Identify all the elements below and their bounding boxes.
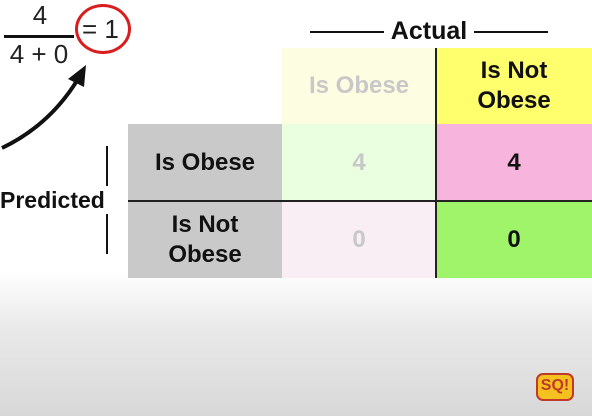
curved-arrow-icon	[1, 65, 86, 150]
actual-right-rule	[474, 31, 548, 33]
matrix-horizontal-divider	[128, 200, 592, 202]
column-header-is-not-obese-line2: Obese	[477, 87, 551, 114]
cell-true-negative: 0	[436, 201, 592, 278]
row-header-is-not-obese-line1: Is Not	[171, 210, 239, 238]
actual-axis-label: Actual	[390, 17, 468, 45]
fraction-numerator: 4	[32, 0, 48, 30]
column-header-is-not-obese-line1: Is Not	[480, 57, 548, 84]
cell-false-positive: 4	[436, 124, 592, 201]
row-header-is-not-obese: Is Not Obese	[128, 201, 282, 278]
actual-left-rule	[310, 31, 384, 33]
brand-logo: SQ!	[536, 373, 574, 401]
actual-axis-header: Actual	[310, 16, 548, 46]
fraction-denominator: 4 + 0	[9, 39, 69, 69]
row-header-is-obese: Is Obese	[128, 124, 282, 201]
result-circle-highlight	[75, 4, 131, 54]
column-header-is-obese: Is Obese	[282, 48, 436, 124]
predicted-top-rule	[106, 146, 108, 186]
cell-false-negative: 0	[282, 201, 436, 278]
fraction-result: = 1	[82, 14, 119, 44]
column-header-is-not-obese: Is Not Obese	[436, 48, 592, 124]
predicted-bottom-rule	[106, 214, 108, 254]
cell-true-positive: 4	[282, 124, 436, 201]
matrix-vertical-divider	[435, 48, 437, 278]
predicted-axis-label: Predicted	[0, 187, 105, 213]
fraction-bar	[4, 35, 74, 38]
row-header-is-not-obese-line2: Obese	[168, 240, 242, 268]
